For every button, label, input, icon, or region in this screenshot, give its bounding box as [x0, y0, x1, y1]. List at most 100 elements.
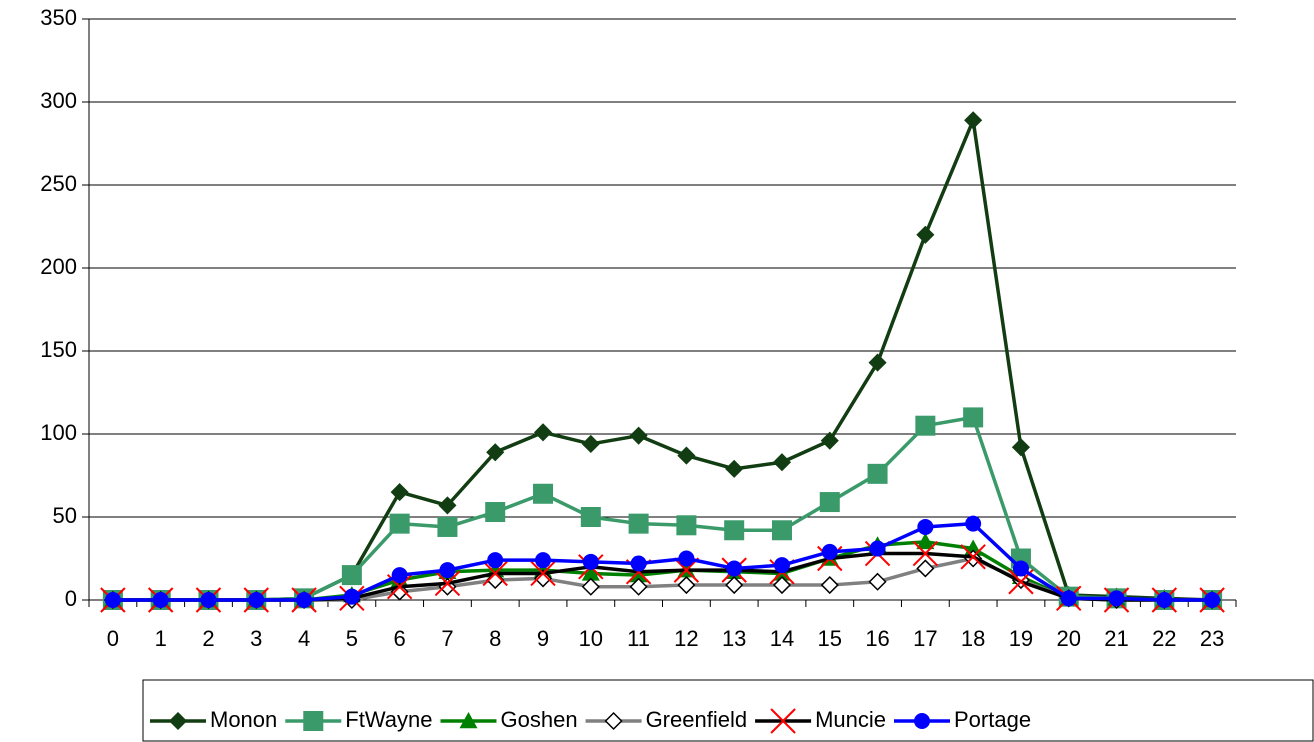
marker [1204, 592, 1221, 608]
marker [677, 575, 696, 595]
marker [530, 560, 556, 587]
marker [391, 567, 408, 584]
legend-label: Greenfield [646, 707, 748, 732]
x-tick-label: 5 [346, 626, 358, 651]
marker [914, 713, 930, 729]
marker [303, 711, 324, 731]
marker [341, 565, 362, 586]
x-tick-label: 2 [202, 626, 214, 651]
marker [248, 592, 265, 608]
marker [1011, 438, 1030, 457]
marker [629, 426, 648, 445]
x-tick-label: 14 [770, 626, 794, 651]
legend: Monon FtWayne Goshen Greenfield Muncie Portag… [142, 679, 1314, 742]
marker [772, 575, 792, 595]
marker [604, 711, 623, 731]
marker [296, 592, 313, 608]
marker [867, 463, 888, 484]
marker [535, 552, 552, 569]
marker [437, 516, 458, 537]
marker [963, 407, 984, 428]
x-tick-label: 18 [961, 626, 985, 651]
marker [628, 513, 649, 534]
x-tick-label: 22 [1152, 626, 1176, 651]
legend-label: Goshen [501, 707, 578, 732]
marker [965, 515, 982, 532]
x-tick-label: 1 [155, 626, 167, 651]
marker [819, 492, 840, 513]
marker [1012, 560, 1029, 577]
marker [200, 592, 217, 608]
marker [1156, 592, 1173, 608]
legend-label: Monon [210, 707, 277, 732]
marker [1060, 590, 1077, 607]
marker [1108, 590, 1125, 607]
marker [168, 711, 188, 731]
marker [629, 566, 648, 583]
plot-area [89, 19, 1236, 600]
marker [726, 560, 743, 577]
marker [868, 572, 887, 591]
x-tick-label: 3 [250, 626, 262, 651]
x-tick-label: 9 [537, 626, 549, 651]
marker [820, 575, 839, 595]
marker [104, 592, 121, 608]
x-tick-label: 10 [579, 626, 603, 651]
marker [869, 540, 886, 557]
marker [533, 423, 553, 442]
y-tick-label: 150 [40, 337, 77, 362]
legend-label: Portage [954, 707, 1031, 732]
marker [486, 443, 505, 462]
marker [630, 555, 647, 572]
x-tick-label: 7 [441, 626, 453, 651]
marker [581, 564, 600, 581]
x-tick-label: 11 [627, 626, 650, 651]
legend-box [142, 679, 1314, 742]
y-tick-label: 200 [40, 254, 77, 279]
legend-label: FtWayne [345, 707, 432, 732]
x-tick-label: 16 [865, 626, 889, 651]
marker [673, 557, 700, 583]
marker [676, 515, 697, 536]
marker [820, 431, 839, 450]
marker [912, 540, 939, 567]
y-tick-label: 300 [40, 88, 77, 113]
x-tick-label: 12 [674, 626, 698, 651]
x-tick-label: 6 [394, 626, 406, 651]
marker [964, 111, 983, 130]
marker [434, 570, 461, 597]
marker [485, 502, 506, 523]
marker [439, 562, 456, 579]
y-tick-label: 50 [53, 503, 77, 528]
x-tick-label: 8 [489, 626, 501, 651]
marker [533, 483, 554, 504]
marker [581, 434, 600, 454]
marker [724, 520, 745, 541]
marker [772, 453, 792, 472]
marker [770, 708, 796, 734]
marker [771, 520, 792, 541]
marker [916, 532, 935, 550]
x-tick-label: 15 [818, 626, 842, 651]
marker [725, 459, 744, 478]
marker [459, 712, 478, 729]
marker [960, 544, 986, 570]
marker [343, 588, 360, 605]
marker [916, 559, 935, 578]
x-tick-label: 13 [722, 626, 746, 651]
y-tick-label: 0 [65, 586, 77, 611]
marker [629, 577, 648, 596]
marker [389, 513, 410, 534]
marker [580, 507, 601, 527]
marker [438, 496, 457, 515]
x-tick-label: 4 [298, 626, 310, 651]
marker [678, 550, 695, 567]
marker [582, 553, 599, 570]
x-tick-label: 23 [1200, 626, 1224, 651]
marker [725, 575, 744, 595]
marker [581, 577, 600, 596]
marker [916, 225, 935, 244]
marker [821, 543, 838, 560]
